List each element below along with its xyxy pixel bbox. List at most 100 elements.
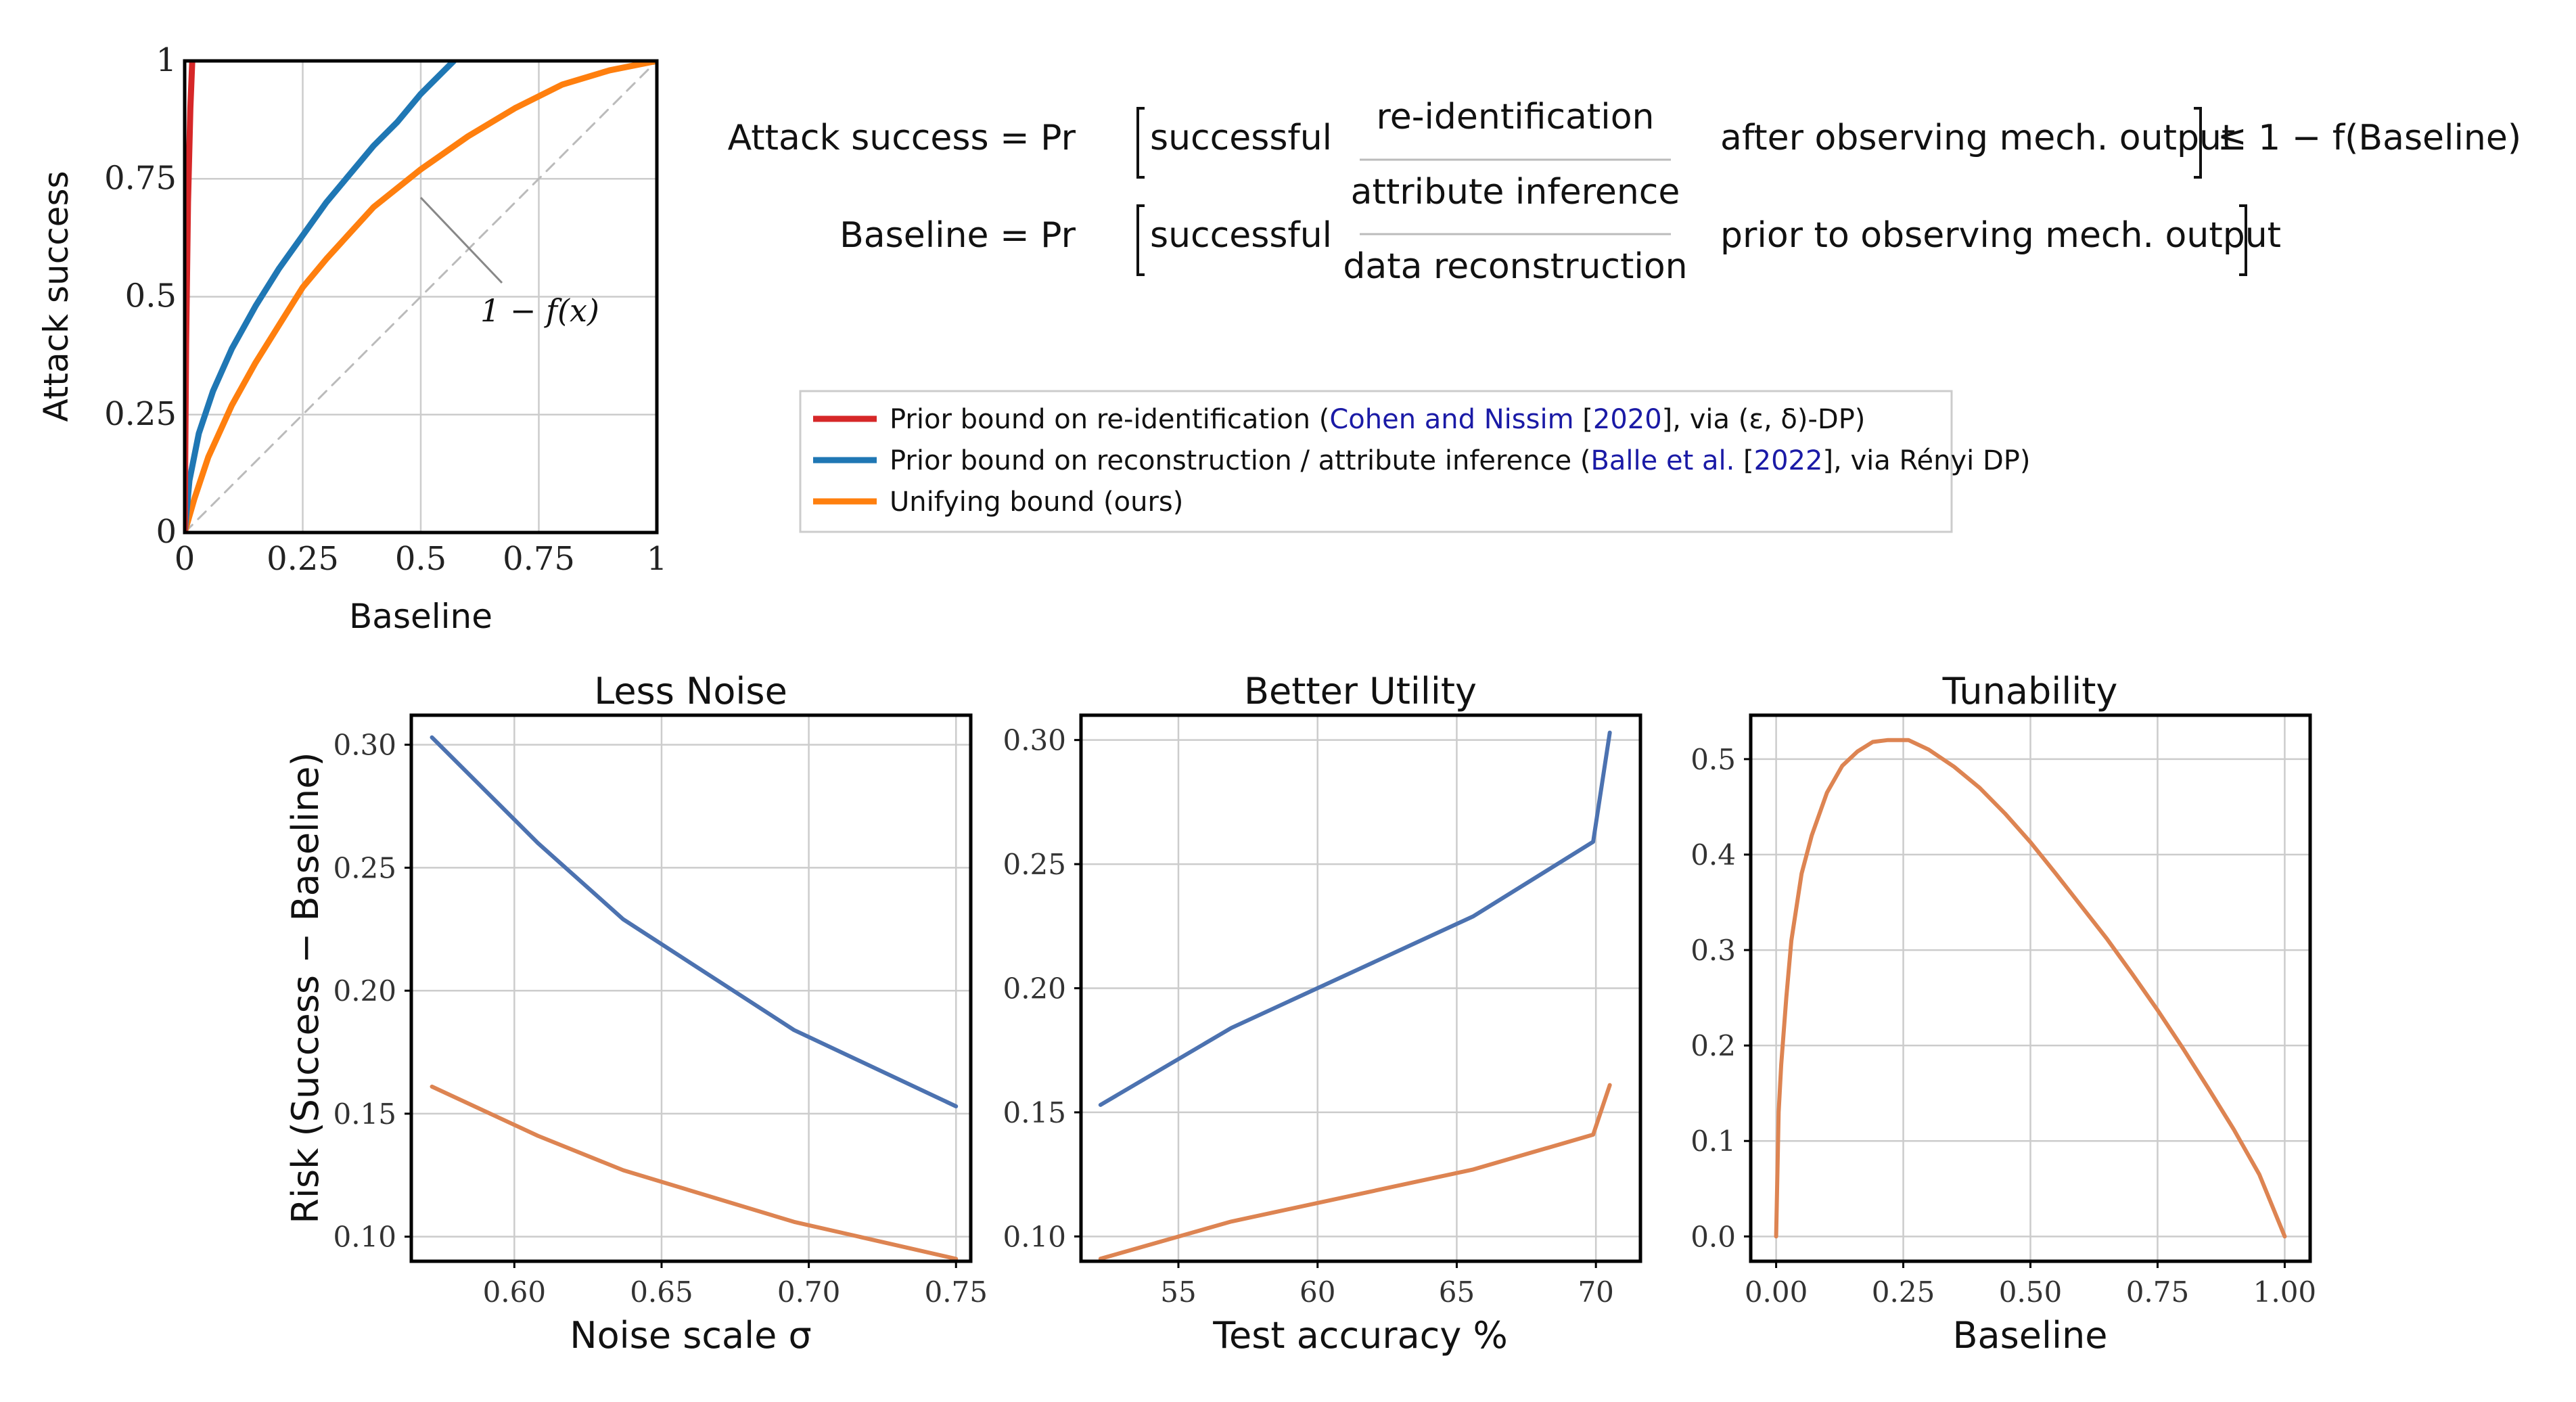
less-noise-ytick-label: 0.25 <box>333 851 396 884</box>
tunability-title: Tunability <box>1942 670 2118 713</box>
less-noise-ytick-label: 0.10 <box>333 1221 396 1254</box>
better-utility-yticks: 0.10 0.15 0.20 0.25 0.30 <box>1003 724 1081 1253</box>
better-utility-chart: 55 60 65 70 0.10 0.15 0.20 0.25 0.30 Better Uti… <box>1003 670 1642 1357</box>
bound-chart-ytick-label: 0.75 <box>104 159 177 197</box>
better-utility-xtick-label: 60 <box>1300 1275 1335 1309</box>
less-noise-series-group <box>430 735 959 1261</box>
less-noise-line-ours <box>430 1084 959 1261</box>
eq-bracket-left-2 <box>1136 204 1145 276</box>
better-utility-line-prior <box>1098 730 1612 1107</box>
less-noise-ytick-label: 0.30 <box>333 729 396 762</box>
legend-box <box>799 390 1953 533</box>
eq-baseline-label: Baseline = Pr <box>840 215 1076 256</box>
legend: Prior bound on re-identification (Cohen … <box>799 390 2030 533</box>
better-utility-xtick-label: 55 <box>1160 1275 1196 1309</box>
tunability-ytick-label: 0.0 <box>1690 1220 1736 1253</box>
better-utility-ytick-label: 0.25 <box>1003 848 1066 881</box>
less-noise-title: Less Noise <box>594 670 787 713</box>
less-noise-line-prior <box>430 735 959 1108</box>
eq-successful-2: successful <box>1150 215 1332 256</box>
bound-chart-xtick-label: 1 <box>647 540 668 578</box>
legend-label-unifying: Unifying bound (ours) <box>890 487 1183 518</box>
legend-item-reidentification: Prior bound on re-identification (Cohen … <box>813 404 1865 435</box>
eq-option-attribute-inference: attribute inference <box>1351 172 1680 212</box>
less-noise-series <box>430 735 959 1261</box>
less-noise-xtick-label: 0.60 <box>483 1275 547 1309</box>
legend-label-reidentification: Prior bound on re-identification (Cohen … <box>890 404 1865 435</box>
tunability-xtick-label: 0.50 <box>1999 1275 2063 1309</box>
better-utility-ytick-label: 0.15 <box>1003 1096 1066 1129</box>
tunability-chart: 0.00 0.25 0.50 0.75 1.00 0.00.10.20.30.40.5 … <box>1690 670 2316 1357</box>
better-utility-series-group <box>1098 730 1612 1261</box>
eq-after-observing: after observing mech. output <box>1720 118 2235 158</box>
bound-chart-line-prior-bound-on-reconstruction-attribute-inference <box>185 61 457 533</box>
eq-attack-success-label: Attack success = Pr <box>728 118 1076 158</box>
better-utility-xtick-label: 65 <box>1439 1275 1475 1309</box>
annotation-leader <box>419 196 503 284</box>
less-noise-ylabel: Risk (Success − Baseline) <box>284 752 327 1223</box>
tunability-line-ours <box>1774 738 2287 1239</box>
tunability-series-group <box>1774 738 2287 1239</box>
bound-chart-xtick-label: 0.5 <box>395 540 446 578</box>
tunability-xtick-label: 0.25 <box>1872 1275 1935 1309</box>
less-noise-xtick-label: 0.75 <box>924 1275 988 1309</box>
bound-chart-xtick-label: 0.25 <box>267 540 339 578</box>
less-noise-yticks: 0.10 0.15 0.20 0.25 0.30 <box>333 729 411 1254</box>
eq-bracket-left-1 <box>1136 107 1145 179</box>
bound-chart-xtick-label: 0 <box>175 540 196 578</box>
tunability-ytick-label: 0.3 <box>1690 934 1736 967</box>
bound-chart-ylabel: Attack success <box>37 171 76 422</box>
tunability-series <box>1774 738 2287 1239</box>
less-noise-xtick-label: 0.65 <box>630 1275 693 1309</box>
less-noise-ytick-label: 0.20 <box>333 974 396 1008</box>
eq-option-data-reconstruction: data reconstruction <box>1343 246 1687 287</box>
better-utility-grid <box>1081 715 1640 1261</box>
eq-successful-1: successful <box>1150 118 1332 158</box>
bound-chart-ytick-label: 0.5 <box>125 277 177 315</box>
eq-option-reidentification: re-identification <box>1376 97 1654 137</box>
bound-chart-xtick-label: 0.75 <box>503 540 575 578</box>
tunability-ytick-label: 0.2 <box>1690 1029 1736 1062</box>
less-noise-xtick-label: 0.70 <box>777 1275 841 1309</box>
tunability-xticks: 0.00 0.25 0.50 0.75 1.00 <box>1745 1261 2316 1309</box>
less-noise-xticks: 0.60 0.65 0.70 0.75 <box>483 1261 988 1309</box>
bound-chart-frame <box>183 59 659 535</box>
bound-chart-ytick-label: 1 <box>156 41 177 79</box>
bound-chart-line-unifying-bound-ours <box>185 61 657 533</box>
legend-item-unifying: Unifying bound (ours) <box>813 487 1183 518</box>
tunability-grid <box>1751 715 2310 1261</box>
tunability-ytick-label: 0.5 <box>1690 743 1736 776</box>
better-utility-xtick-label: 70 <box>1578 1275 1613 1309</box>
less-noise-chart: 0.60 0.65 0.70 0.75 0.10 0.15 0.20 0.25 0.30 Le… <box>284 670 988 1357</box>
annotation-label: 1 − f(x) <box>480 292 599 329</box>
bound-chart-line-diagonal <box>185 61 657 533</box>
bound-chart: 0 0.25 0.5 0.75 1 0 0.25 0.5 0.75 1 Baseline Att… <box>37 41 667 636</box>
tunability-ytick-label: 0.1 <box>1690 1125 1736 1158</box>
less-noise-frame <box>409 713 973 1263</box>
bound-chart-yticks: 0 0.25 0.5 0.75 1 <box>104 41 177 551</box>
less-noise-xlabel: Noise scale σ <box>570 1314 812 1357</box>
legend-label-reconstruction: Prior bound on reconstruction / attribut… <box>890 445 2030 476</box>
less-noise-ytick-label: 0.15 <box>333 1098 396 1131</box>
tunability-ytick-label: 0.4 <box>1690 838 1736 872</box>
legend-item-reconstruction: Prior bound on reconstruction / attribut… <box>813 445 2030 476</box>
tunability-xtick-label: 1.00 <box>2253 1275 2317 1309</box>
bound-chart-xlabel: Baseline <box>349 597 492 636</box>
better-utility-ytick-label: 0.20 <box>1003 972 1066 1005</box>
better-utility-series <box>1098 730 1612 1261</box>
tunability-yticks: 0.0 0.1 0.2 0.3 0.4 0.5 <box>1690 743 1751 1253</box>
tunability-xtick-label: 0.75 <box>2126 1275 2190 1309</box>
less-noise-grid <box>411 715 971 1261</box>
eq-bracket-right-1 <box>2194 107 2202 179</box>
tunability-xtick-label: 0.00 <box>1745 1275 1808 1309</box>
tunability-xlabel: Baseline <box>1953 1314 2108 1357</box>
better-utility-line-ours <box>1098 1083 1612 1261</box>
bound-chart-ytick-label: 0 <box>156 513 177 551</box>
better-utility-xticks: 55 60 65 70 <box>1160 1261 1614 1309</box>
better-utility-title: Better Utility <box>1244 670 1477 713</box>
better-utility-ytick-label: 0.30 <box>1003 724 1066 757</box>
bound-chart-ytick-label: 0.25 <box>104 395 177 433</box>
better-utility-xlabel: Test accuracy % <box>1212 1314 1508 1357</box>
eq-bound: ≤ 1 − f(Baseline) <box>2217 118 2521 158</box>
